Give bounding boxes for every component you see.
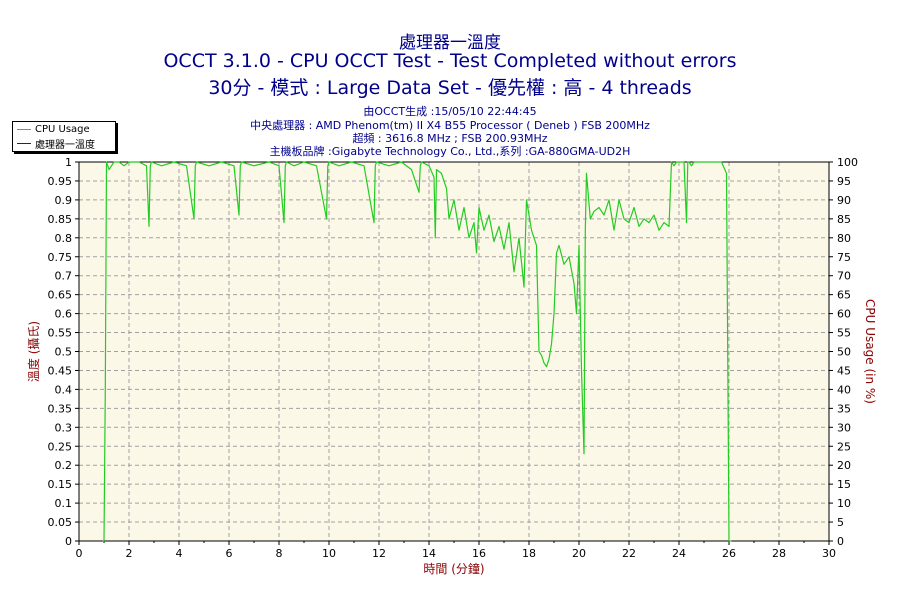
x-tick-label: 30	[822, 547, 836, 560]
legend-label-temperature: 處理器一溫度	[35, 140, 95, 151]
y-right-tick-label: 35	[837, 402, 851, 415]
y-left-tick-label: 0.7	[55, 270, 73, 283]
y-right-axis-title: CPU Usage (in %)	[863, 299, 877, 404]
y-left-tick-label: 0.1	[55, 497, 73, 510]
legend-swatch-cpu-usage	[17, 129, 31, 130]
y-right-tick-label: 65	[837, 289, 851, 302]
y-right-tick-label: 45	[837, 364, 851, 377]
x-tick-label: 14	[422, 547, 436, 560]
y-left-tick-label: 0.8	[55, 232, 73, 245]
x-tick-label: 26	[722, 547, 736, 560]
x-tick-label: 12	[372, 547, 386, 560]
x-tick-label: 8	[276, 547, 283, 560]
y-right-tick-label: 10	[837, 497, 851, 510]
info-cpu: 中央處理器 : AMD Phenom(tm) II X4 B55 Process…	[250, 119, 650, 132]
y-right-tick-label: 95	[837, 175, 851, 188]
y-right-tick-label: 100	[837, 156, 858, 169]
x-tick-label: 28	[772, 547, 786, 560]
y-left-tick-label: 1	[65, 156, 72, 169]
x-tick-label: 0	[76, 547, 83, 560]
y-left-tick-label: 0.35	[48, 402, 73, 415]
series-line-cpu-usage	[102, 161, 732, 542]
y-right-tick-label: 55	[837, 327, 851, 340]
y-left-tick-label: 0.15	[48, 478, 73, 491]
y-right-tick-label: 50	[837, 346, 851, 359]
y-right-tick-label: 5	[837, 516, 844, 529]
chart-subtitle: OCCT 3.1.0 - CPU OCCT Test - Test Comple…	[163, 50, 737, 72]
y-right-tick-label: 25	[837, 440, 851, 453]
x-tick-label: 10	[322, 547, 336, 560]
y-left-tick-label: 0.4	[55, 383, 73, 396]
y-left-tick-label: 0.45	[48, 364, 73, 377]
x-tick-label: 24	[672, 547, 686, 560]
y-left-tick-label: 0.75	[48, 251, 73, 264]
y-right-tick-label: 80	[837, 232, 851, 245]
x-axis-title: 時間 (分鐘)	[423, 561, 484, 576]
y-left-tick-label: 0.65	[48, 289, 73, 302]
x-tick-label: 4	[176, 547, 183, 560]
y-right-tick-label: 60	[837, 308, 851, 321]
y-left-tick-label: 0.6	[55, 308, 73, 321]
x-tick-label: 22	[622, 547, 636, 560]
y-left-tick-label: 0.85	[48, 213, 73, 226]
info-motherboard: 主機板品牌 :Gigabyte Technology Co., Ltd.,系列 …	[269, 145, 631, 158]
x-tick-label: 16	[472, 547, 486, 560]
y-right-tick-label: 75	[837, 251, 851, 264]
y-left-tick-label: 0.5	[55, 346, 73, 359]
y-left-tick-label: 0.05	[48, 516, 73, 529]
y-left-tick-label: 0.3	[55, 421, 73, 434]
x-tick-label: 20	[572, 547, 586, 560]
x-tick-label: 6	[226, 547, 233, 560]
y-left-tick-label: 0.55	[48, 327, 73, 340]
y-right-tick-label: 0	[837, 535, 844, 548]
y-left-tick-label: 0.95	[48, 175, 73, 188]
y-right-tick-label: 15	[837, 478, 851, 491]
y-left-tick-label: 0.9	[55, 194, 73, 207]
y-right-tick-label: 85	[837, 213, 851, 226]
legend-item-temperature: 處理器一溫度	[17, 137, 95, 151]
y-right-tick-label: 70	[837, 270, 851, 283]
y-right-tick-label: 40	[837, 383, 851, 396]
info-overclock: 超頻 : 3616.8 MHz ; FSB 200.93MHz	[352, 132, 548, 145]
legend-item-cpu-usage: CPU Usage	[17, 123, 90, 136]
chart-mode-line: 30分 - 模式 : Large Data Set - 優先權 : 高 - 4 …	[208, 77, 692, 99]
x-tick-label: 18	[522, 547, 536, 560]
x-tick-label: 2	[126, 547, 133, 560]
legend: CPU Usage 處理器一溫度	[12, 121, 116, 152]
y-left-tick-label: 0.2	[55, 459, 73, 472]
y-right-tick-label: 20	[837, 459, 851, 472]
y-right-tick-label: 30	[837, 421, 851, 434]
y-left-tick-label: 0.25	[48, 440, 73, 453]
legend-swatch-temperature	[17, 143, 31, 144]
y-left-axis-title: 溫度 (攝氏)	[26, 321, 41, 382]
y-left-tick-label: 0	[65, 535, 72, 548]
info-generated: 由OCCT生成 :15/05/10 22:44:45	[363, 105, 537, 118]
legend-label-cpu-usage: CPU Usage	[35, 124, 90, 135]
y-right-tick-label: 90	[837, 194, 851, 207]
chart-title: 處理器一溫度	[399, 33, 501, 53]
